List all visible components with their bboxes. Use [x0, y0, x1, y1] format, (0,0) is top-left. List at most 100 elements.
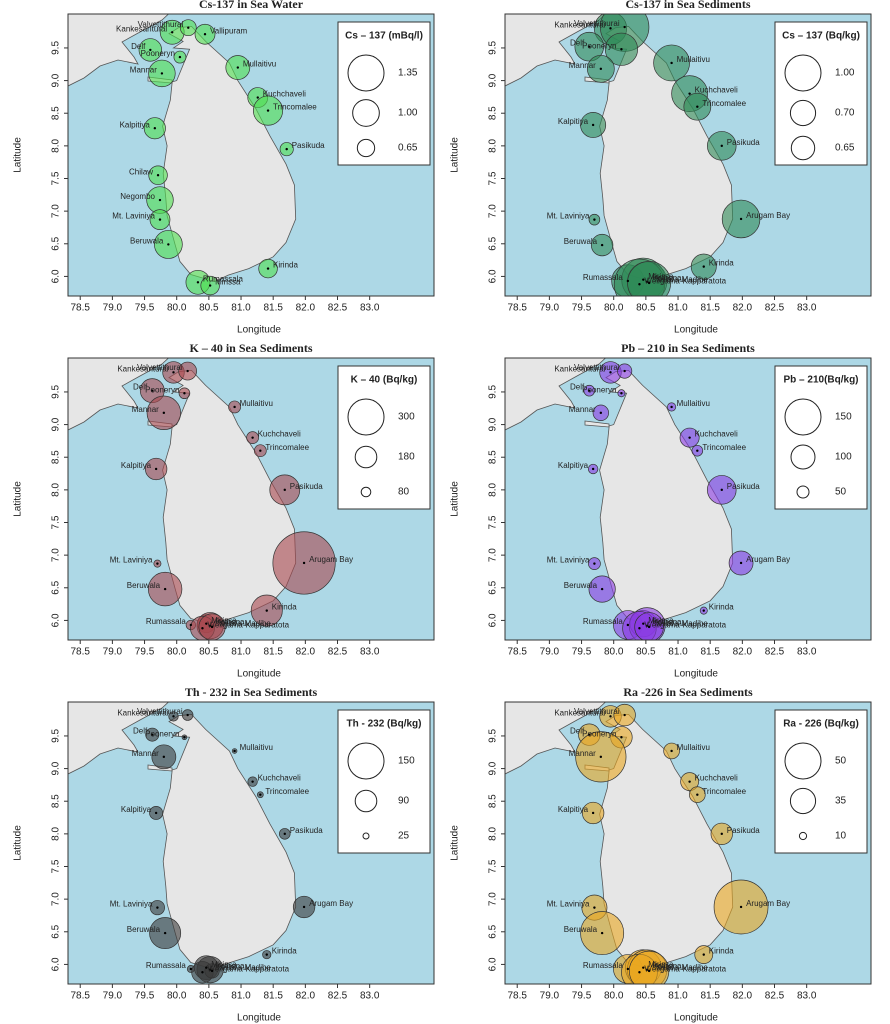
station-dot [154, 467, 158, 471]
station-label: Pasikuda [727, 138, 760, 147]
x-tick-label: 80.0 [167, 303, 187, 314]
station-label: Matara-Madihe [654, 275, 708, 284]
y-axis-label: Latitude [13, 137, 24, 173]
station-dot [196, 281, 200, 284]
station-dot [720, 144, 723, 148]
x-tick-label: 79.5 [572, 991, 592, 1002]
station-dot [259, 793, 262, 796]
station-label: Kalpitiya [558, 117, 589, 126]
x-tick-label: 81.0 [668, 303, 688, 314]
station-label: Beruwala [127, 581, 161, 590]
y-tick-label: 9.0 [51, 73, 62, 87]
station-dot [208, 284, 212, 287]
legend-box [337, 21, 431, 166]
legend-label: 300 [398, 412, 415, 423]
legend-label: 50 [835, 487, 847, 498]
station-dot [178, 55, 182, 59]
x-axis-label: Longitude [674, 325, 718, 336]
station-label: Polhena [652, 274, 682, 283]
legend-bubble [798, 831, 808, 841]
y-tick-label: 7.0 [51, 548, 62, 562]
station-dot [591, 123, 595, 127]
station-dot [153, 127, 157, 130]
legend-title: Pb – 210(Bq/kg) [783, 375, 858, 386]
station-label: Kuchchaveli [258, 430, 301, 439]
x-tick-label: 82.5 [765, 303, 785, 314]
legend-title: Cs – 137 (Bq/kg) [782, 31, 860, 42]
x-tick-label: 83.0 [360, 303, 380, 314]
legend-box [337, 365, 431, 510]
legend-bubble [362, 832, 370, 840]
station-label: Negombo [120, 192, 155, 201]
station-dot [283, 832, 286, 836]
station-dot [266, 109, 270, 112]
station-dot [696, 793, 699, 796]
station-dot [591, 811, 595, 815]
legend-label: 10 [835, 831, 847, 842]
station-label: Arugam Bay [746, 211, 790, 220]
station-label: Mirissa [648, 272, 674, 281]
x-tick-label: 80.5 [636, 991, 656, 1002]
map-panel: K – 40 in Sea Sediments 78.5 79.0 79.5 80.0 8… [13, 341, 435, 680]
chart-title: Pb – 210 in Sea Sediments [621, 341, 755, 355]
station-label: Pasikuda [292, 141, 325, 150]
x-tick-label: 78.5 [507, 991, 527, 1002]
station-label: Mirissa [648, 616, 674, 625]
x-tick-label: 79.0 [103, 647, 123, 658]
x-tick-label: 80.5 [199, 991, 219, 1002]
station-label: Arugam Bay [309, 555, 353, 564]
station-dot [626, 279, 630, 283]
station-dot [720, 832, 723, 836]
station-dot [645, 624, 649, 627]
legend-box [774, 709, 868, 854]
station-label: Polhena [652, 962, 682, 971]
station-label: Weligama-Kapparatota [644, 964, 726, 973]
x-tick-label: 81.0 [668, 647, 688, 658]
station-dot [593, 562, 596, 565]
station-dot [158, 218, 162, 221]
station-label: Weligama-Kapparatota [644, 620, 726, 629]
station-dot [600, 931, 604, 935]
station-label: Valvettithurai [574, 363, 620, 372]
station-label: Valvettithurai [574, 707, 620, 716]
y-tick-label: 7.0 [488, 204, 499, 218]
x-tick-label: 79.0 [540, 991, 560, 1002]
station-dot [151, 389, 154, 392]
station-label: Trincomalee [273, 103, 317, 112]
station-dot [588, 389, 591, 392]
station-label: Beruwala [564, 237, 598, 246]
legend-label: 0.65 [398, 143, 418, 154]
y-tick-label: 6.0 [488, 613, 499, 627]
station-label: Pooneryn [145, 729, 179, 738]
y-tick-label: 7.0 [488, 892, 499, 906]
station-label: Kuchchaveli [258, 774, 301, 783]
station-dot [739, 905, 743, 909]
legend-label: 1.00 [835, 68, 855, 79]
map-panel: Cs-137 in Sea Water 78.5 79.0 79.5 80.0 80.5 8… [13, 0, 435, 336]
station-label: Delf [133, 727, 148, 736]
legend-title: Cs – 137 (mBq/l) [345, 31, 423, 42]
x-tick-label: 82.0 [296, 991, 316, 1002]
x-tick-label: 83.0 [360, 991, 380, 1002]
station-dot [256, 96, 259, 99]
x-tick-label: 80.5 [636, 303, 656, 314]
station-dot [609, 27, 612, 30]
station-label: Mullaitivu [243, 60, 276, 69]
x-tick-label: 79.0 [103, 303, 123, 314]
station-dot [186, 369, 189, 373]
x-tick-label: 81.5 [263, 991, 283, 1002]
station-label: Trincomalee [265, 787, 309, 796]
legend-label: 100 [835, 452, 852, 463]
station-label: Rumassala [146, 617, 187, 626]
legend-label: 150 [835, 412, 852, 423]
x-tick-label: 79.0 [540, 303, 560, 314]
station-dot [645, 968, 649, 971]
map-panel: Pb – 210 in Sea Sediments 78.5 79.0 79.5 80.… [450, 341, 872, 680]
legend-label: 0.65 [835, 143, 855, 154]
x-axis-label: Longitude [237, 325, 281, 336]
y-tick-label: 7.5 [488, 515, 499, 529]
legend-bubble [347, 742, 385, 780]
